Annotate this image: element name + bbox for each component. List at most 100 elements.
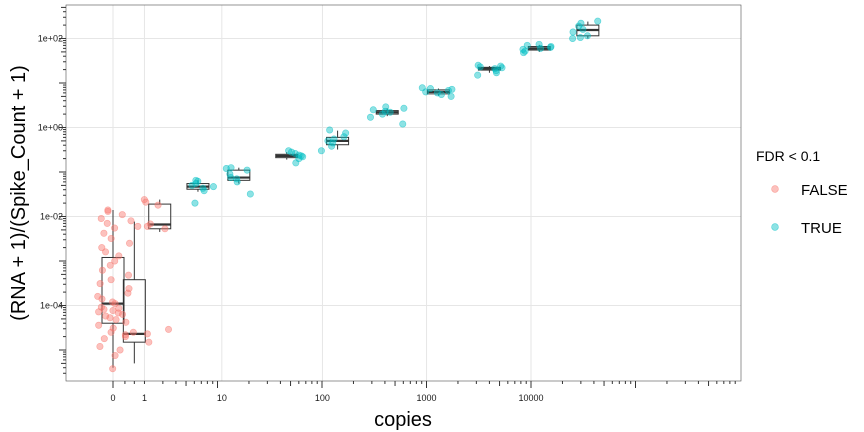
legend-label-true: TRUE xyxy=(801,220,842,237)
data-point xyxy=(400,104,408,112)
data-point xyxy=(523,41,531,49)
y-tick-label: 1e-04 xyxy=(40,301,63,311)
data-point xyxy=(576,34,584,42)
data-point xyxy=(109,365,117,373)
data-point xyxy=(474,61,482,69)
data-point xyxy=(126,239,134,247)
data-point xyxy=(418,84,426,92)
data-point xyxy=(233,175,241,183)
data-point xyxy=(583,32,591,40)
data-point xyxy=(366,113,374,121)
x-tick-label: 10000 xyxy=(518,393,543,403)
grid xyxy=(66,5,741,381)
x-tick-label: 10 xyxy=(217,393,227,403)
data-point xyxy=(111,257,119,265)
data-point xyxy=(492,67,500,75)
data-point xyxy=(474,71,482,79)
data-point xyxy=(98,244,106,252)
data-point xyxy=(98,295,106,303)
data-point xyxy=(382,103,390,111)
data-point xyxy=(535,40,543,48)
legend-title: FDR < 0.1 xyxy=(756,148,820,164)
x-axis-title: copies xyxy=(374,409,432,431)
data-point xyxy=(295,151,303,159)
x-tick-label: 1 xyxy=(142,393,147,403)
data-point xyxy=(107,276,115,284)
data-point xyxy=(122,318,130,326)
data-point xyxy=(97,215,105,223)
box xyxy=(148,203,172,230)
data-point xyxy=(433,89,441,97)
data-point xyxy=(145,338,153,346)
box xyxy=(227,169,251,181)
y-tick-label: 1e+02 xyxy=(38,34,63,44)
data-point xyxy=(103,219,111,227)
data-point xyxy=(399,120,407,128)
y-axis-title: (RNA + 1)/(Spike_Count + 1) xyxy=(8,65,30,321)
data-point xyxy=(227,164,235,172)
data-point xyxy=(191,199,199,207)
data-point xyxy=(291,150,299,158)
legend: FDR < 0.1 FALSE TRUE xyxy=(756,148,848,237)
data-point xyxy=(165,325,173,333)
data-point xyxy=(519,45,527,53)
data-point xyxy=(100,335,108,343)
data-point xyxy=(243,166,251,174)
data-point xyxy=(188,181,196,189)
data-point xyxy=(119,310,127,318)
data-point xyxy=(127,217,135,225)
data-point xyxy=(326,126,334,134)
x-axis: 0 1 10 100 1000 10000 xyxy=(110,381,736,403)
data-point xyxy=(378,110,386,118)
data-point xyxy=(111,352,119,360)
data-point xyxy=(107,328,115,336)
data-point xyxy=(209,183,217,191)
data-point xyxy=(324,137,332,145)
data-point xyxy=(116,346,124,354)
data-point xyxy=(497,62,505,70)
data-point xyxy=(115,252,123,260)
data-point xyxy=(109,324,117,332)
data-point xyxy=(447,92,455,100)
data-point xyxy=(437,91,445,99)
y-tick-label: 1e-02 xyxy=(40,212,63,222)
x-tick-label: 0 xyxy=(110,393,115,403)
data-point xyxy=(192,176,200,184)
data-points xyxy=(94,17,602,373)
data-point xyxy=(199,184,207,192)
data-point xyxy=(492,69,500,77)
data-point xyxy=(285,147,293,155)
legend-key-false xyxy=(771,185,779,193)
x-tick-label: 100 xyxy=(315,393,330,403)
x-tick-label: 1000 xyxy=(417,393,437,403)
data-point xyxy=(146,220,154,228)
data-point xyxy=(109,307,117,315)
data-point xyxy=(154,201,162,209)
data-point xyxy=(118,211,126,219)
data-point xyxy=(340,133,348,141)
data-point xyxy=(140,196,148,204)
data-point xyxy=(594,17,602,25)
data-point xyxy=(330,135,338,143)
data-point xyxy=(426,85,434,93)
data-point xyxy=(134,222,142,230)
data-point xyxy=(369,106,377,114)
data-point xyxy=(102,312,110,320)
legend-label-false: FALSE xyxy=(801,182,848,199)
data-point xyxy=(98,266,106,274)
data-point xyxy=(109,298,117,306)
data-point xyxy=(342,129,350,137)
y-tick-label: 1e+00 xyxy=(38,123,63,133)
data-point xyxy=(107,235,115,243)
data-point xyxy=(547,43,555,51)
data-point xyxy=(96,342,104,350)
data-point xyxy=(129,328,137,336)
data-point xyxy=(111,224,119,232)
data-point xyxy=(125,285,133,293)
data-point xyxy=(106,314,114,322)
data-point xyxy=(569,28,577,36)
y-axis: 1e-04 1e-02 1e+00 1e+02 xyxy=(38,6,66,374)
data-point xyxy=(577,19,585,27)
data-point xyxy=(194,177,202,185)
